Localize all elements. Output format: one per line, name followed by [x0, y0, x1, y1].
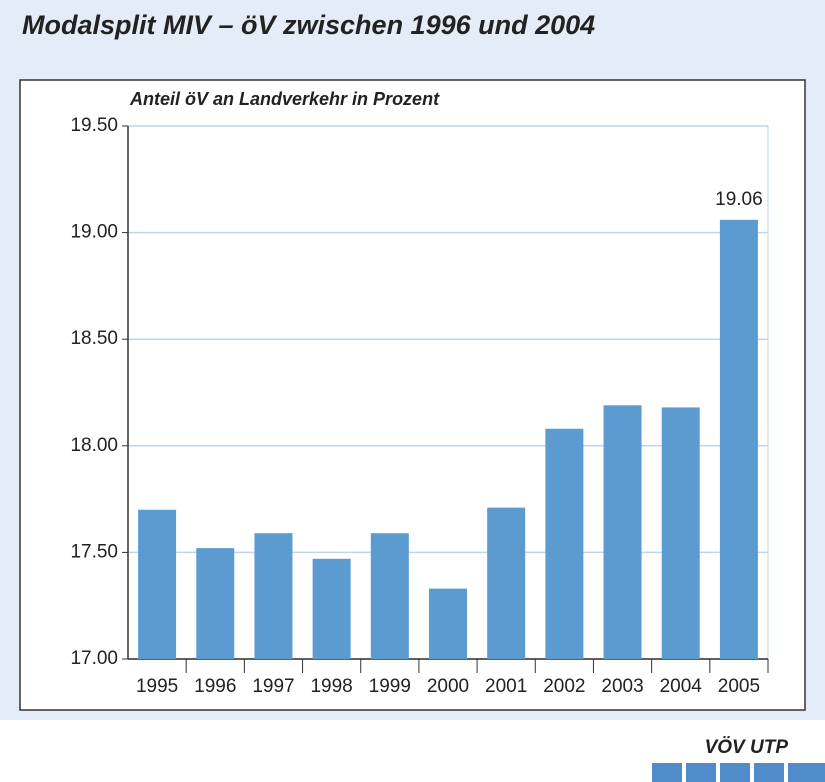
- value-label: 19.06: [715, 189, 763, 210]
- y-tick-label: 18.00: [70, 435, 118, 456]
- bar: [719, 219, 758, 660]
- logo: [652, 763, 825, 782]
- y-tick-label: 18.50: [70, 328, 118, 349]
- x-tick-label: 1997: [252, 676, 294, 697]
- x-tick-label: 2003: [601, 676, 643, 697]
- bar: [370, 533, 409, 659]
- x-tick-label: 2001: [485, 676, 527, 697]
- chart-subtitle: Anteil öV an Landverkehr in Prozent: [129, 89, 440, 109]
- source: VÖV UTP: [705, 737, 789, 758]
- x-tick-label: 2004: [660, 676, 703, 697]
- y-tick-label: 19.50: [70, 115, 118, 136]
- bar: [312, 558, 351, 659]
- bar: [138, 509, 177, 659]
- y-tick-label: 17.00: [70, 648, 118, 669]
- bar: [254, 533, 293, 659]
- bar: [196, 548, 235, 659]
- y-tick-label: 17.50: [70, 541, 118, 562]
- x-tick-label: 1999: [369, 676, 411, 697]
- x-tick-label: 2002: [543, 676, 585, 697]
- x-tick-label: 2000: [427, 676, 469, 697]
- y-tick-label: 19.00: [70, 222, 118, 243]
- bar: [487, 507, 526, 659]
- x-tick-label: 1995: [136, 676, 178, 697]
- bar: [603, 405, 642, 659]
- bar: [545, 428, 584, 659]
- bar: [661, 407, 700, 659]
- bar: [429, 588, 467, 659]
- x-tick-label: 2005: [718, 676, 760, 697]
- x-tick-label: 1996: [194, 676, 236, 697]
- chart-title: Modalsplit MIV – öV zwischen 1996 und 20…: [22, 10, 595, 40]
- x-tick-label: 1998: [310, 676, 352, 697]
